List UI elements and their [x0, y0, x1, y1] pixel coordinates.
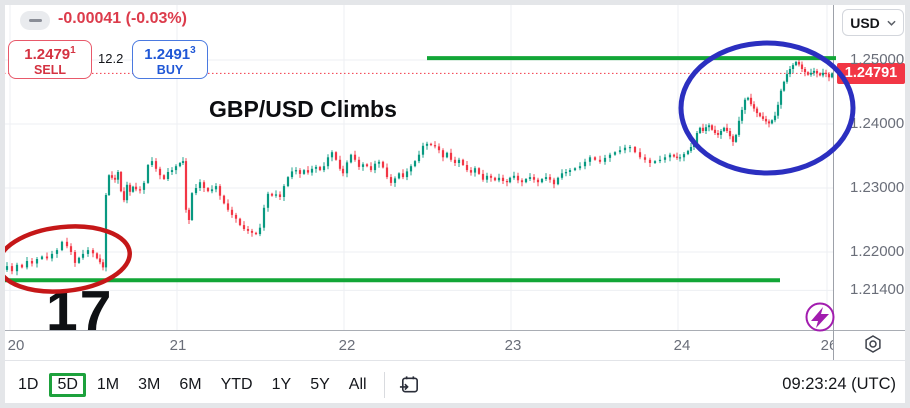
- currency-value: USD: [850, 14, 880, 31]
- x-axis-label: 24: [673, 337, 691, 354]
- y-axis-label: 1.24000: [850, 115, 905, 132]
- collapse-button[interactable]: [20, 11, 50, 30]
- minus-icon: [28, 19, 42, 22]
- chevron-down-icon: [887, 20, 896, 26]
- annotation-blue-circle-high: [678, 40, 856, 176]
- x-axis-label: 21: [169, 337, 187, 354]
- currency-dropdown[interactable]: USD: [842, 9, 904, 36]
- range-button-6m[interactable]: 6M: [171, 373, 209, 397]
- buy-label: BUY: [156, 62, 184, 77]
- axis-border-vertical: [833, 0, 834, 360]
- x-axis-label: 22: [338, 337, 356, 354]
- price-axis[interactable]: USD 1.24791 1.25000 1.24000 1.23000 1.22000…: [834, 0, 910, 360]
- buy-price: 1.24913: [144, 44, 196, 63]
- y-axis-label: 1.22000: [850, 243, 905, 260]
- time-axis[interactable]: 20 21 22 23 24 26: [0, 331, 837, 360]
- y-axis-label: 1.21400: [850, 281, 905, 299]
- range-button-3m[interactable]: 3M: [130, 373, 168, 397]
- range-button-ytd[interactable]: YTD: [213, 373, 261, 397]
- bottom-toolbar: 1D 5D 1M 3M 6M YTD 1Y 5Y All 09:23:24 (UTC): [0, 360, 910, 408]
- range-button-1m[interactable]: 1M: [89, 373, 127, 397]
- range-button-5y[interactable]: 5Y: [302, 373, 338, 397]
- y-axis-label: 1.25000: [850, 51, 905, 68]
- range-button-all[interactable]: All: [341, 373, 375, 397]
- sell-button[interactable]: 1.24791 SELL: [8, 40, 92, 79]
- range-button-5d[interactable]: 5D: [49, 372, 86, 397]
- watermark-number: 17: [46, 279, 114, 343]
- range-button-1d[interactable]: 1D: [10, 373, 46, 397]
- sell-label: SELL: [34, 62, 66, 77]
- flash-icon[interactable]: [805, 302, 835, 332]
- sell-price: 1.24791: [24, 44, 76, 63]
- range-buttons: 1D 5D 1M 3M 6M YTD 1Y 5Y All: [10, 372, 375, 397]
- toolbar-divider: [383, 371, 385, 398]
- spread-value: 12.2: [98, 51, 124, 66]
- y-axis-label: 1.23000: [850, 179, 905, 196]
- chart-title: GBP/USD Climbs: [209, 96, 397, 122]
- go-to-date-button[interactable]: [396, 371, 423, 398]
- axis-border-horizontal: [0, 330, 910, 331]
- clock-utc[interactable]: 09:23:24 (UTC): [782, 375, 896, 393]
- calendar-icon: [399, 376, 418, 393]
- buy-button[interactable]: 1.24913 BUY: [132, 40, 208, 79]
- x-axis-label: 20: [7, 337, 25, 354]
- price-change: -0.00041 (-0.03%): [58, 10, 187, 27]
- x-axis-label: 23: [504, 337, 522, 354]
- settings-gear-icon[interactable]: [863, 334, 883, 354]
- range-button-1y[interactable]: 1Y: [264, 373, 300, 397]
